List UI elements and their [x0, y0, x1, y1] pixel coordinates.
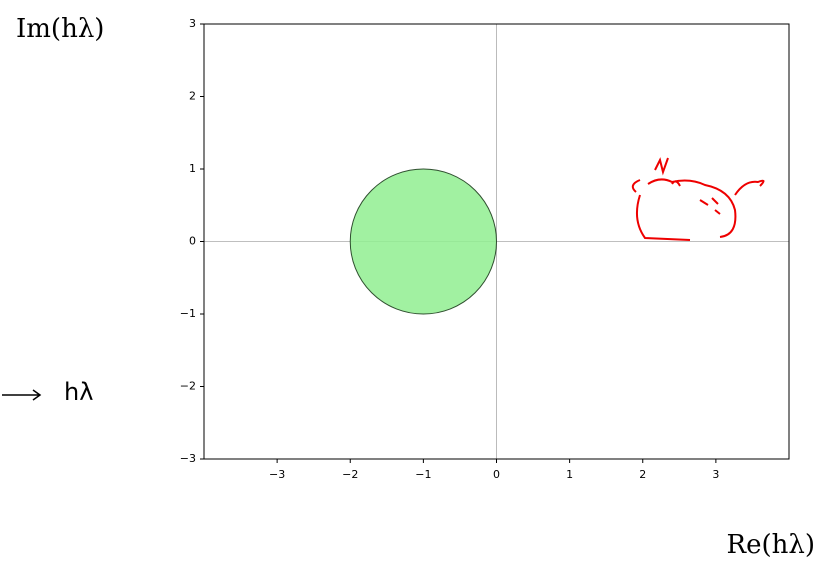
- x-tick-label: 3: [712, 468, 719, 481]
- y-tick-label: −3: [180, 452, 196, 465]
- stability-region: [350, 169, 496, 314]
- y-tick-label: 0: [189, 235, 196, 248]
- x-tick-label: 1: [566, 468, 573, 481]
- y-tick-label: 1: [189, 162, 196, 175]
- x-tick-label: −2: [342, 468, 358, 481]
- y-tick-label: −2: [180, 380, 196, 393]
- annotation: hλ: [64, 378, 93, 406]
- y-tick-label: 3: [189, 17, 196, 30]
- x-tick-label: 0: [493, 468, 500, 481]
- y-tick-label: 2: [189, 90, 196, 103]
- x-tick-label: 2: [639, 468, 646, 481]
- y-tick-label: −1: [180, 307, 196, 320]
- doodle: [633, 158, 764, 240]
- x-axis-label: Re(hλ): [727, 530, 815, 560]
- x-tick-label: −3: [269, 468, 285, 481]
- y-axis-label: Im(hλ): [16, 14, 104, 44]
- arrow: [2, 390, 40, 400]
- chart: Im(hλ) Re(hλ) hλ −3 −2 −1 0 1 2 3 −3 −2 −1 0 1 2 3: [0, 0, 831, 569]
- x-tick-label: −1: [415, 468, 431, 481]
